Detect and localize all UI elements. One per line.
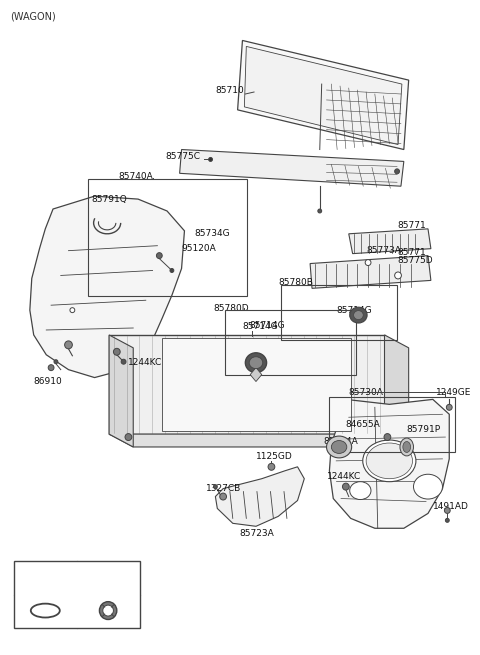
Ellipse shape	[103, 605, 113, 616]
Text: 1491AD: 1491AD	[433, 502, 468, 511]
Ellipse shape	[220, 493, 227, 500]
Ellipse shape	[170, 269, 174, 272]
Ellipse shape	[326, 436, 352, 458]
Ellipse shape	[365, 259, 371, 265]
Ellipse shape	[384, 434, 391, 441]
Text: 85775D: 85775D	[397, 256, 432, 265]
Ellipse shape	[65, 341, 72, 349]
Text: 85734G: 85734G	[194, 229, 230, 238]
Ellipse shape	[350, 307, 367, 323]
Ellipse shape	[366, 443, 412, 479]
Polygon shape	[109, 335, 384, 434]
Polygon shape	[30, 196, 184, 377]
Text: 85771: 85771	[397, 221, 426, 231]
Polygon shape	[238, 41, 408, 149]
Polygon shape	[109, 335, 133, 447]
Ellipse shape	[395, 272, 401, 279]
Ellipse shape	[245, 353, 266, 373]
Polygon shape	[216, 467, 304, 527]
Polygon shape	[384, 335, 408, 447]
Bar	[225, 310, 356, 375]
Bar	[281, 286, 397, 340]
Ellipse shape	[363, 440, 416, 481]
Ellipse shape	[121, 359, 126, 364]
Text: 1327CB: 1327CB	[206, 484, 241, 493]
Polygon shape	[180, 149, 404, 186]
Text: 85714G: 85714G	[336, 306, 372, 314]
Text: (WAGON): (WAGON)	[11, 12, 56, 22]
Text: 85723A: 85723A	[240, 529, 274, 538]
Ellipse shape	[249, 357, 263, 369]
Ellipse shape	[106, 608, 110, 613]
Ellipse shape	[214, 485, 217, 489]
Bar	[162, 338, 351, 431]
Text: 85730A: 85730A	[349, 388, 384, 397]
Text: 85714G: 85714G	[249, 320, 285, 329]
Ellipse shape	[354, 310, 363, 320]
Ellipse shape	[446, 404, 452, 410]
Text: 85775C: 85775C	[165, 152, 200, 161]
Text: 85773A: 85773A	[366, 246, 401, 255]
Polygon shape	[109, 434, 408, 447]
Ellipse shape	[318, 209, 322, 213]
Polygon shape	[244, 47, 402, 145]
Text: 85771: 85771	[397, 248, 426, 257]
Ellipse shape	[403, 441, 410, 453]
Text: 85747B: 85747B	[91, 573, 125, 582]
Ellipse shape	[350, 481, 371, 500]
Polygon shape	[250, 367, 262, 382]
Ellipse shape	[444, 508, 450, 514]
Text: 1249GE: 1249GE	[436, 388, 471, 397]
Ellipse shape	[331, 441, 347, 453]
Text: 85791P: 85791P	[407, 424, 441, 434]
Ellipse shape	[48, 365, 54, 371]
Text: 85791Q: 85791Q	[92, 195, 127, 204]
Ellipse shape	[413, 474, 443, 499]
Text: 85780B: 85780B	[278, 278, 313, 287]
Ellipse shape	[335, 443, 343, 451]
Ellipse shape	[99, 602, 117, 620]
Text: 85710: 85710	[216, 86, 244, 94]
Ellipse shape	[113, 348, 120, 355]
Text: 1125GD: 1125GD	[256, 453, 293, 461]
Bar	[88, 179, 247, 296]
Ellipse shape	[209, 157, 213, 161]
Bar	[14, 561, 140, 628]
Polygon shape	[329, 400, 449, 529]
Text: 84655A: 84655A	[346, 420, 381, 428]
Text: 85740A: 85740A	[119, 172, 154, 181]
Text: 1244KC: 1244KC	[326, 472, 361, 481]
Ellipse shape	[125, 434, 132, 441]
Ellipse shape	[268, 463, 275, 470]
Ellipse shape	[54, 360, 58, 364]
Polygon shape	[310, 255, 431, 288]
Text: 86910: 86910	[34, 377, 62, 386]
Polygon shape	[349, 229, 431, 253]
Text: 85734A: 85734A	[324, 436, 359, 445]
Bar	[329, 398, 455, 452]
Ellipse shape	[156, 253, 162, 259]
Text: 1244KC: 1244KC	[129, 358, 163, 367]
Ellipse shape	[400, 438, 413, 456]
Text: 85714G: 85714G	[242, 322, 278, 331]
Ellipse shape	[395, 169, 399, 174]
Text: 85779A: 85779A	[28, 573, 63, 582]
Ellipse shape	[70, 308, 75, 312]
Text: 85780D: 85780D	[214, 304, 249, 312]
Ellipse shape	[445, 518, 449, 522]
Text: 95120A: 95120A	[181, 244, 216, 253]
Ellipse shape	[342, 483, 349, 490]
